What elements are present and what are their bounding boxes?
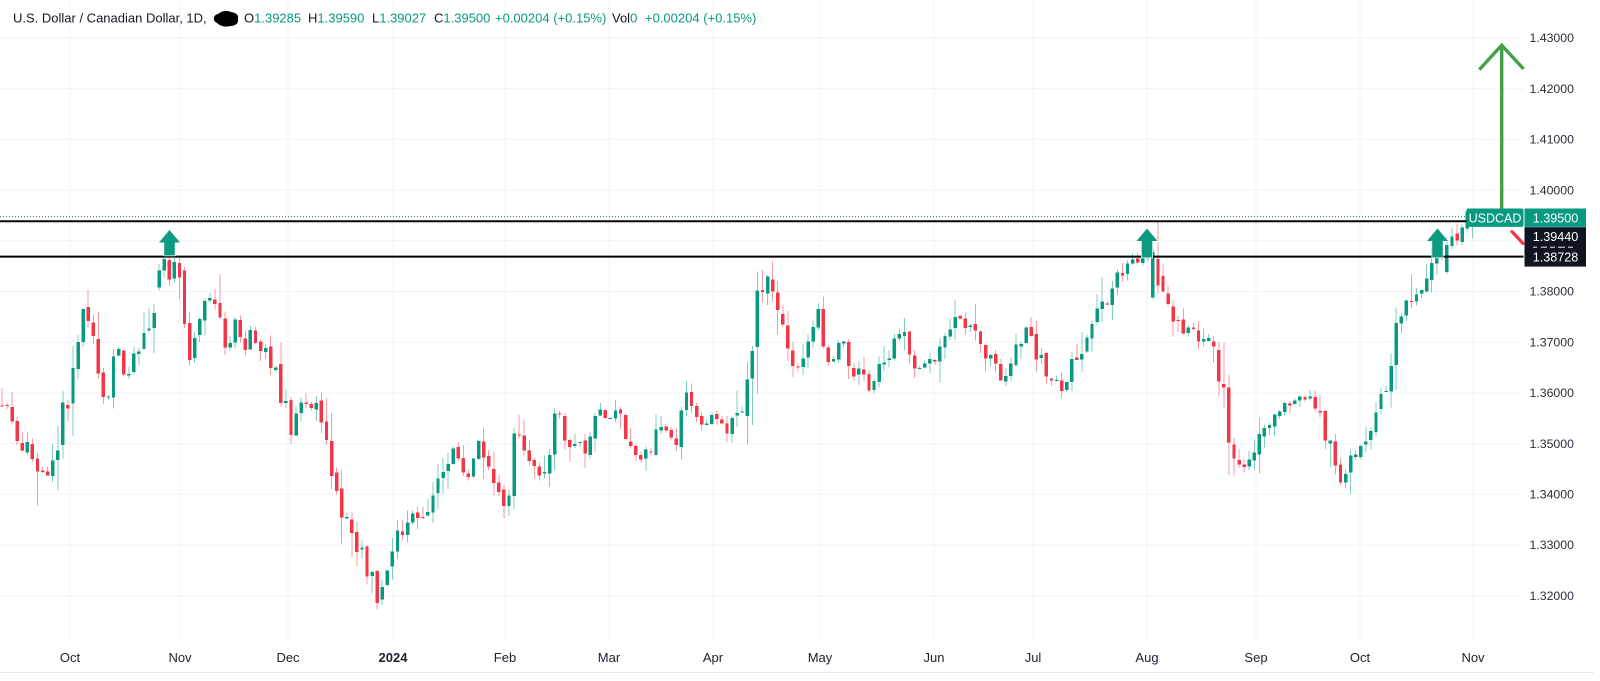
- svg-text:+0.00204 (+0.15%): +0.00204 (+0.15%): [495, 11, 606, 26]
- svg-text:H1.39590: H1.39590: [308, 11, 364, 26]
- svg-text:1.38728: 1.38728: [1533, 251, 1579, 265]
- svg-text:1.42000: 1.42000: [1530, 82, 1575, 96]
- svg-text:Apr: Apr: [703, 650, 724, 665]
- svg-text:Jun: Jun: [924, 650, 945, 665]
- svg-text:O1.39285: O1.39285: [244, 11, 301, 26]
- svg-text:Dec: Dec: [276, 650, 300, 665]
- svg-text:U.S. Dollar / Canadian Dollar,: U.S. Dollar / Canadian Dollar, 1D,: [13, 11, 207, 26]
- svg-text:1.39500: 1.39500: [1533, 211, 1579, 225]
- svg-text:Nov: Nov: [168, 650, 192, 665]
- svg-text:1.39440: 1.39440: [1533, 230, 1579, 244]
- svg-text:1.32000: 1.32000: [1530, 589, 1575, 603]
- svg-text:L1.39027: L1.39027: [372, 11, 426, 26]
- svg-text:Oct: Oct: [1350, 650, 1371, 665]
- svg-text:Vol0: Vol0: [612, 11, 637, 26]
- svg-text:Oct: Oct: [60, 650, 81, 665]
- svg-text:1.36000: 1.36000: [1530, 386, 1575, 400]
- svg-text:1.34000: 1.34000: [1530, 488, 1575, 502]
- svg-text:Jul: Jul: [1025, 650, 1042, 665]
- svg-text:Sep: Sep: [1244, 650, 1267, 665]
- svg-text:Aug: Aug: [1135, 650, 1158, 665]
- svg-text:Mar: Mar: [598, 650, 621, 665]
- svg-text:C1.39500: C1.39500: [434, 11, 490, 26]
- svg-text:+0.00204 (+0.15%): +0.00204 (+0.15%): [645, 11, 756, 26]
- svg-text:1.37000: 1.37000: [1530, 335, 1575, 349]
- svg-text:1.33000: 1.33000: [1530, 538, 1575, 552]
- svg-text:1.41000: 1.41000: [1530, 133, 1575, 147]
- svg-text:1.35000: 1.35000: [1530, 437, 1575, 451]
- svg-text:1.40000: 1.40000: [1530, 183, 1575, 197]
- svg-text:USDCAD: USDCAD: [1469, 211, 1522, 225]
- svg-text:Nov: Nov: [1461, 650, 1485, 665]
- svg-text:May: May: [808, 650, 833, 665]
- svg-text:1.38000: 1.38000: [1530, 285, 1575, 299]
- svg-text:2024: 2024: [379, 650, 409, 665]
- svg-text:Feb: Feb: [494, 650, 516, 665]
- svg-text:1.43000: 1.43000: [1530, 31, 1575, 45]
